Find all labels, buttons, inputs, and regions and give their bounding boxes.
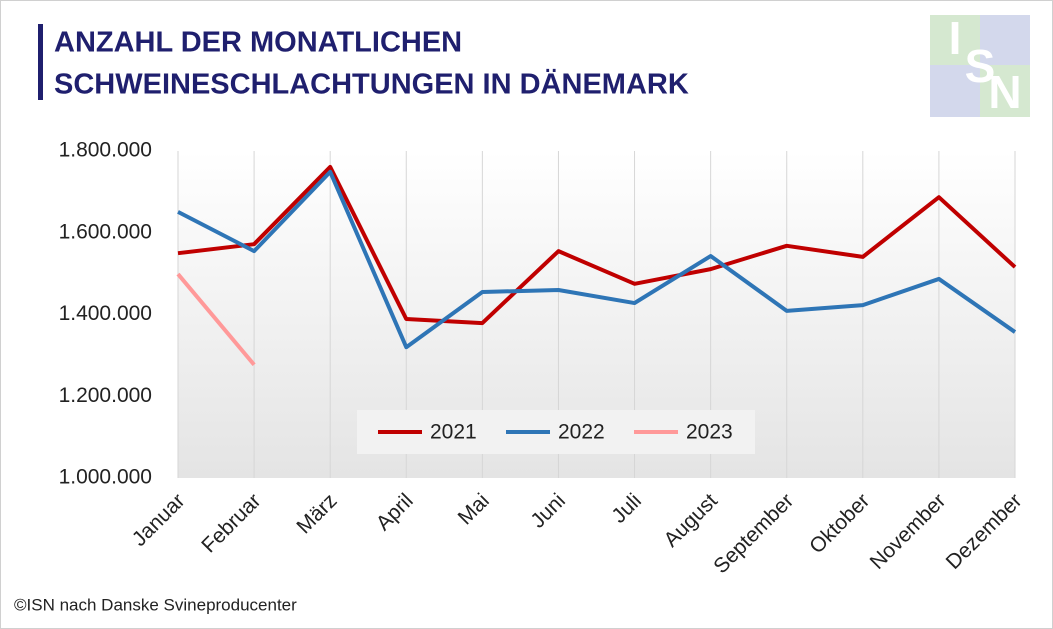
legend: 2021 2022 2023: [357, 410, 755, 454]
legend-box: [357, 410, 755, 454]
title-bar: [38, 24, 43, 100]
legend-label: 2021: [430, 421, 477, 444]
chart-title: SCHWEINESCHLACHTUNGEN IN DÄNEMARK: [54, 68, 689, 101]
logo-letter: I: [949, 12, 962, 64]
y-tick-label: 1.600.000: [59, 220, 152, 243]
logo-letter: N: [988, 66, 1021, 118]
logo-tile: [980, 65, 1030, 117]
series-line: [177, 169, 1017, 350]
logo-tile: [980, 15, 1030, 65]
y-tick-label: 1.000.000: [59, 466, 152, 489]
legend-label: 2022: [558, 421, 605, 444]
y-tick-label: 1.400.000: [59, 302, 152, 325]
logo-letter: S: [965, 40, 996, 92]
logo: I S N: [930, 12, 1030, 118]
logo-tile: [930, 65, 980, 117]
chart-title: ANZAHL DER MONATLICHEN: [54, 27, 462, 59]
source: ©ISN nach Danske Svineproducenter: [14, 595, 297, 614]
y-tick-label: 1.800.000: [59, 139, 152, 162]
series-line: [177, 164, 1017, 326]
y-tick-label: 1.200.000: [59, 384, 152, 407]
logo-tile: [930, 15, 980, 65]
legend-label: 2023: [686, 421, 733, 444]
series-line: [176, 272, 256, 367]
